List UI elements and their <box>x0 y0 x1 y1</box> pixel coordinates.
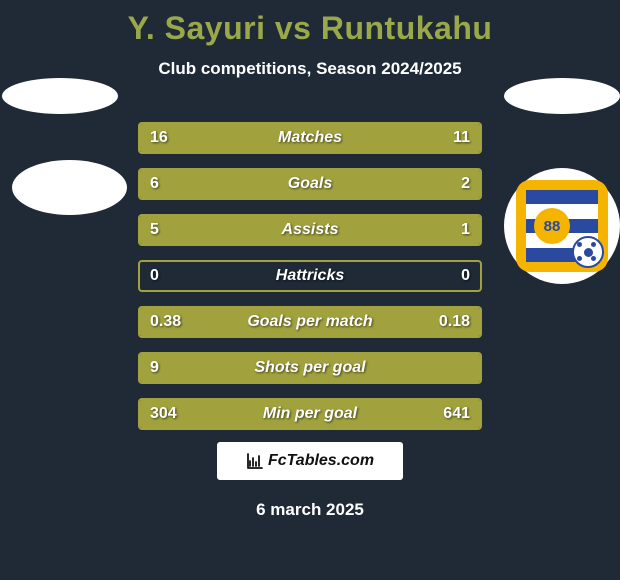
stat-row: 6 2 Goals <box>138 168 482 200</box>
stat-value-right: 1 <box>461 221 470 239</box>
stat-value-right: 641 <box>443 405 470 423</box>
stat-label: Goals <box>288 175 332 193</box>
stat-value-left: 6 <box>150 175 159 193</box>
stat-value-right: 2 <box>461 175 470 193</box>
brand-text: FcTables.com <box>268 452 374 470</box>
club-badge-icon: 88 <box>516 180 608 272</box>
left-player-avatar <box>2 78 118 114</box>
right-player-avatar <box>504 78 620 114</box>
stat-value-right: 11 <box>453 129 470 147</box>
stat-label: Min per goal <box>263 405 357 423</box>
comparison-subtitle: Club competitions, Season 2024/2025 <box>0 59 620 79</box>
stat-row: 304 641 Min per goal <box>138 398 482 430</box>
bar-fill-right <box>422 216 480 244</box>
generated-date: 6 march 2025 <box>256 500 364 520</box>
stat-label: Goals per match <box>247 313 372 331</box>
stat-row: 9 Shots per goal <box>138 352 482 384</box>
brand-badge: FcTables.com <box>217 442 403 480</box>
badge-number: 88 <box>534 208 570 244</box>
chart-icon <box>246 452 264 470</box>
stat-label: Assists <box>282 221 339 239</box>
stat-label: Shots per goal <box>254 359 365 377</box>
stat-row: 0.38 0.18 Goals per match <box>138 306 482 338</box>
comparison-title: Y. Sayuri vs Runtukahu <box>0 0 620 47</box>
stat-value-right: 0.18 <box>439 313 470 331</box>
stat-value-left: 0 <box>150 267 159 285</box>
right-player-club-badge: 88 <box>504 168 620 284</box>
stat-value-left: 0.38 <box>150 313 181 331</box>
left-player-club-badge <box>12 160 127 215</box>
stat-label: Matches <box>278 129 342 147</box>
bar-fill-left <box>140 170 395 198</box>
soccer-ball-icon <box>572 236 604 268</box>
stat-row: 0 0 Hattricks <box>138 260 482 292</box>
stat-value-left: 9 <box>150 359 159 377</box>
stat-value-left: 304 <box>150 405 177 423</box>
stat-value-right: 0 <box>461 267 470 285</box>
stat-row: 5 1 Assists <box>138 214 482 246</box>
stat-value-left: 5 <box>150 221 159 239</box>
comparison-bars: 16 11 Matches 6 2 Goals 5 1 Assists 0 0 Hattricks 0.… <box>138 122 482 444</box>
stat-row: 16 11 Matches <box>138 122 482 154</box>
stat-label: Hattricks <box>276 267 344 285</box>
stat-value-left: 16 <box>150 129 168 147</box>
